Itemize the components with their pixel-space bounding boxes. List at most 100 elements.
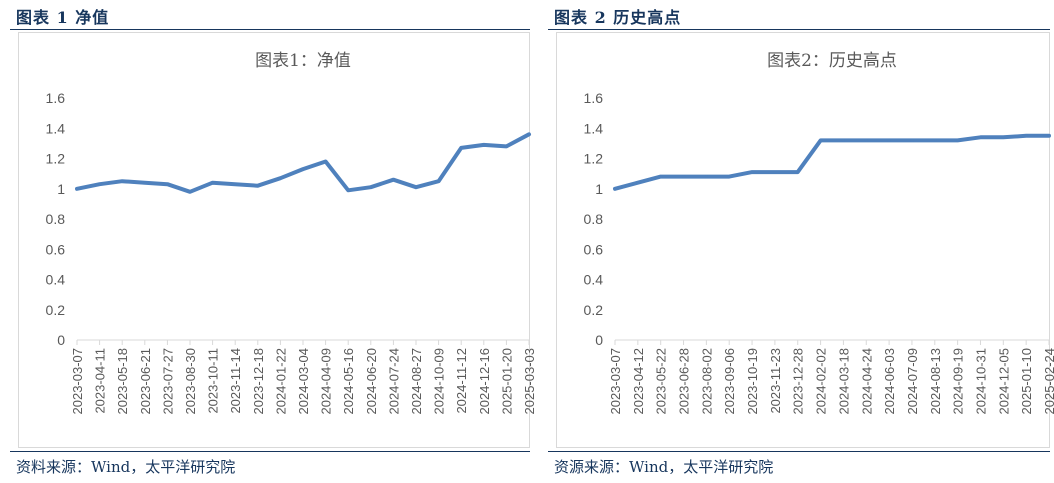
y-tick-label: 0.8: [584, 211, 604, 227]
y-tick-label: 1.6: [46, 90, 66, 106]
x-tick-label: 2024-07-24: [386, 348, 401, 415]
data-point: [613, 187, 617, 191]
chart-title: 图表1：净值: [255, 51, 351, 71]
x-tick-label: 2024-09-19: [951, 348, 966, 415]
x-tick-label: 2023-03-07: [70, 348, 85, 415]
x-tick-label: 2024-03-04: [296, 348, 311, 415]
x-tick-label: 2023-03-07: [608, 348, 623, 415]
data-point: [256, 184, 260, 188]
data-point: [75, 187, 79, 191]
x-tick-label: 2023-04-12: [631, 348, 646, 415]
x-tick-label: 2024-10-31: [973, 348, 988, 415]
x-tick-label: 2023-04-11: [93, 348, 108, 414]
figure-panel-high: 图表 2 历史高点 图表2：历史高点 0 0.2 0.4 0.6 0.8 1 1.2 1.4 1.…: [548, 0, 1054, 483]
data-point: [120, 179, 124, 183]
data-point: [818, 138, 823, 142]
y-tick-label: 1: [57, 181, 65, 197]
data-point: [369, 185, 373, 189]
data-point: [301, 167, 305, 171]
data-point: [636, 181, 640, 185]
data-point: [437, 179, 441, 183]
data-point: [233, 182, 237, 186]
x-tick-label: 2024-12-05: [996, 348, 1011, 415]
chart-area: 图表1：净值 0 0.2 0.4 0.6 0.8 1 1.2 1.4 1.6 2023-03-07 2…: [18, 32, 537, 448]
data-point: [98, 182, 102, 186]
data-point: [391, 178, 395, 182]
data-point: [956, 138, 960, 142]
figure-label: 图表 2 历史高点: [554, 8, 682, 27]
x-tick-label: 2024-08-13: [928, 348, 943, 415]
top-rule: [10, 29, 530, 30]
data-point: [165, 182, 169, 186]
chart-title: 图表2：历史高点: [767, 51, 897, 71]
data-point: [978, 135, 983, 139]
x-tick-label: 2025-01-20: [499, 348, 514, 415]
x-tick-label: 2024-12-16: [477, 348, 492, 415]
x-tick-label: 2023-07-27: [160, 348, 175, 415]
x-tick-label: 2023-05-22: [654, 348, 669, 415]
data-point: [887, 138, 891, 142]
series-line: [613, 133, 1051, 191]
y-tick-label: 0.6: [46, 241, 66, 257]
y-tick-label: 0.8: [46, 211, 66, 227]
y-tick-label: 0.6: [584, 241, 604, 257]
data-point: [796, 170, 800, 174]
data-point: [841, 138, 846, 142]
x-tick-label: 2024-07-09: [905, 348, 920, 415]
data-point: [750, 170, 754, 174]
x-tick-label: 2023-10-19: [745, 348, 760, 415]
data-point: [1001, 135, 1005, 139]
x-tick-label: 2024-01-22: [273, 348, 288, 415]
x-tick-label: 2023-06-28: [677, 348, 692, 415]
y-tick-label: 0.2: [46, 302, 66, 318]
y-tick-label: 1: [595, 181, 603, 197]
x-tick-label: 2023-08-30: [183, 348, 198, 415]
data-point: [211, 181, 215, 185]
bottom-rule: [548, 451, 1050, 452]
x-tick-label: 2024-04-09: [319, 348, 334, 415]
x-tick-label: 2023-12-18: [251, 348, 266, 415]
y-tick-label: 1.2: [584, 151, 604, 167]
data-point: [143, 181, 147, 185]
x-tick-label: 2023-05-18: [115, 348, 130, 415]
x-tick-label: 2023-09-06: [722, 348, 737, 415]
data-point: [504, 144, 508, 148]
y-tick-label: 1.6: [584, 90, 604, 106]
x-tick-label: 2024-10-09: [432, 348, 447, 415]
nav-line-chart: 图表1：净值 0 0.2 0.4 0.6 0.8 1 1.2 1.4 1.6 2023-03-07 2…: [46, 51, 537, 415]
data-point: [414, 185, 418, 189]
data-point: [933, 138, 937, 142]
x-tick-label: 2024-06-20: [364, 348, 379, 415]
source-note: 资源来源：Wind，太平洋研究院: [554, 458, 774, 476]
data-point: [459, 146, 463, 150]
data-point: [278, 176, 282, 180]
x-tick-label: 2024-04-24: [859, 348, 874, 415]
data-point: [188, 190, 192, 194]
x-tick-label: 2025-03-03: [522, 348, 537, 415]
data-point: [527, 132, 531, 136]
x-tick-label: 2023-11-23: [768, 348, 783, 414]
x-tick-label: 2024-08-27: [409, 348, 424, 415]
data-point: [773, 170, 777, 174]
y-tick-label: 1.4: [46, 120, 66, 136]
figure-panel-nav: 图表 1 净值 图表1：净值 0 0.2 0.4 0.6 0.8 1 1.2 1.4 1.6 202…: [10, 0, 537, 483]
data-point: [704, 175, 708, 179]
y-tick-label: 0: [57, 332, 65, 348]
data-point: [1024, 134, 1028, 138]
data-point: [1047, 134, 1051, 138]
data-point: [727, 175, 731, 179]
y-tick-label: 1.2: [46, 151, 66, 167]
x-tick-label: 2025-02-24: [1042, 348, 1054, 415]
chart-area: 图表2：历史高点 0 0.2 0.4 0.6 0.8 1 1.2 1.4 1.6 2023-03-0…: [556, 32, 1054, 448]
x-tick-label: 2024-05-16: [341, 348, 356, 415]
x-tick-label: 2024-02-02: [814, 348, 829, 415]
x-tick-label: 2023-11-14: [228, 348, 243, 414]
top-rule: [548, 29, 1050, 30]
source-note: 资料来源：Wind，太平洋研究院: [16, 458, 236, 476]
data-point: [864, 138, 868, 142]
x-tick-label: 2023-12-28: [791, 348, 806, 415]
high-line-chart: 图表2：历史高点 0 0.2 0.4 0.6 0.8 1 1.2 1.4 1.6 2023-03-0…: [584, 51, 1054, 415]
x-tick-label: 2024-06-03: [882, 348, 897, 415]
data-point: [346, 188, 350, 192]
data-point: [910, 138, 914, 142]
